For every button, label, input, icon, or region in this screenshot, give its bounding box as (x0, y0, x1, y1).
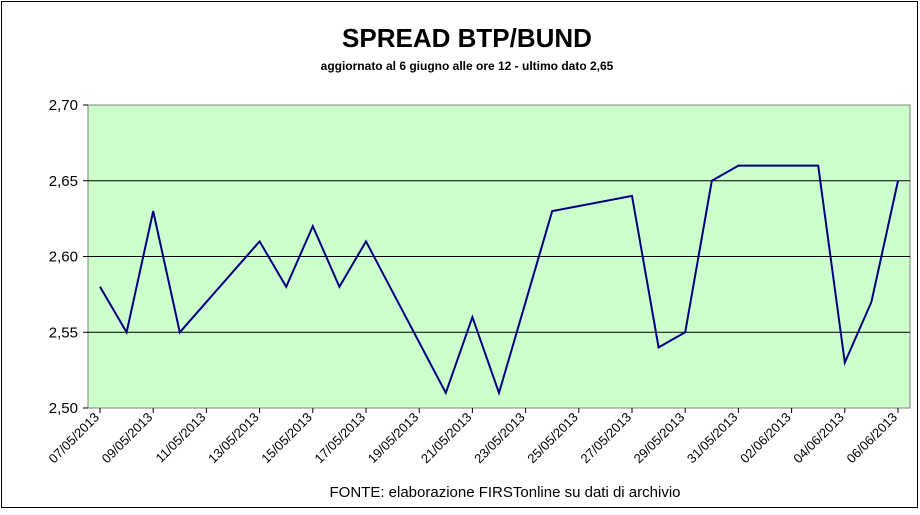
source-note: FONTE: elaborazione FIRSTonline su dati … (330, 484, 681, 501)
y-tick-label: 2,55 (49, 324, 78, 341)
y-tick-label: 2,60 (49, 249, 78, 266)
data-line (99, 164, 899, 397)
chart-title: SPREAD BTP/BUND (342, 23, 592, 53)
chart-subtitle: aggiornato al 6 giugno alle ore 12 - ult… (321, 59, 614, 73)
y-tick-label: 2,50 (49, 400, 78, 417)
y-tick-label: 2,70 (49, 97, 78, 114)
y-tick-label: 2,65 (49, 173, 78, 190)
